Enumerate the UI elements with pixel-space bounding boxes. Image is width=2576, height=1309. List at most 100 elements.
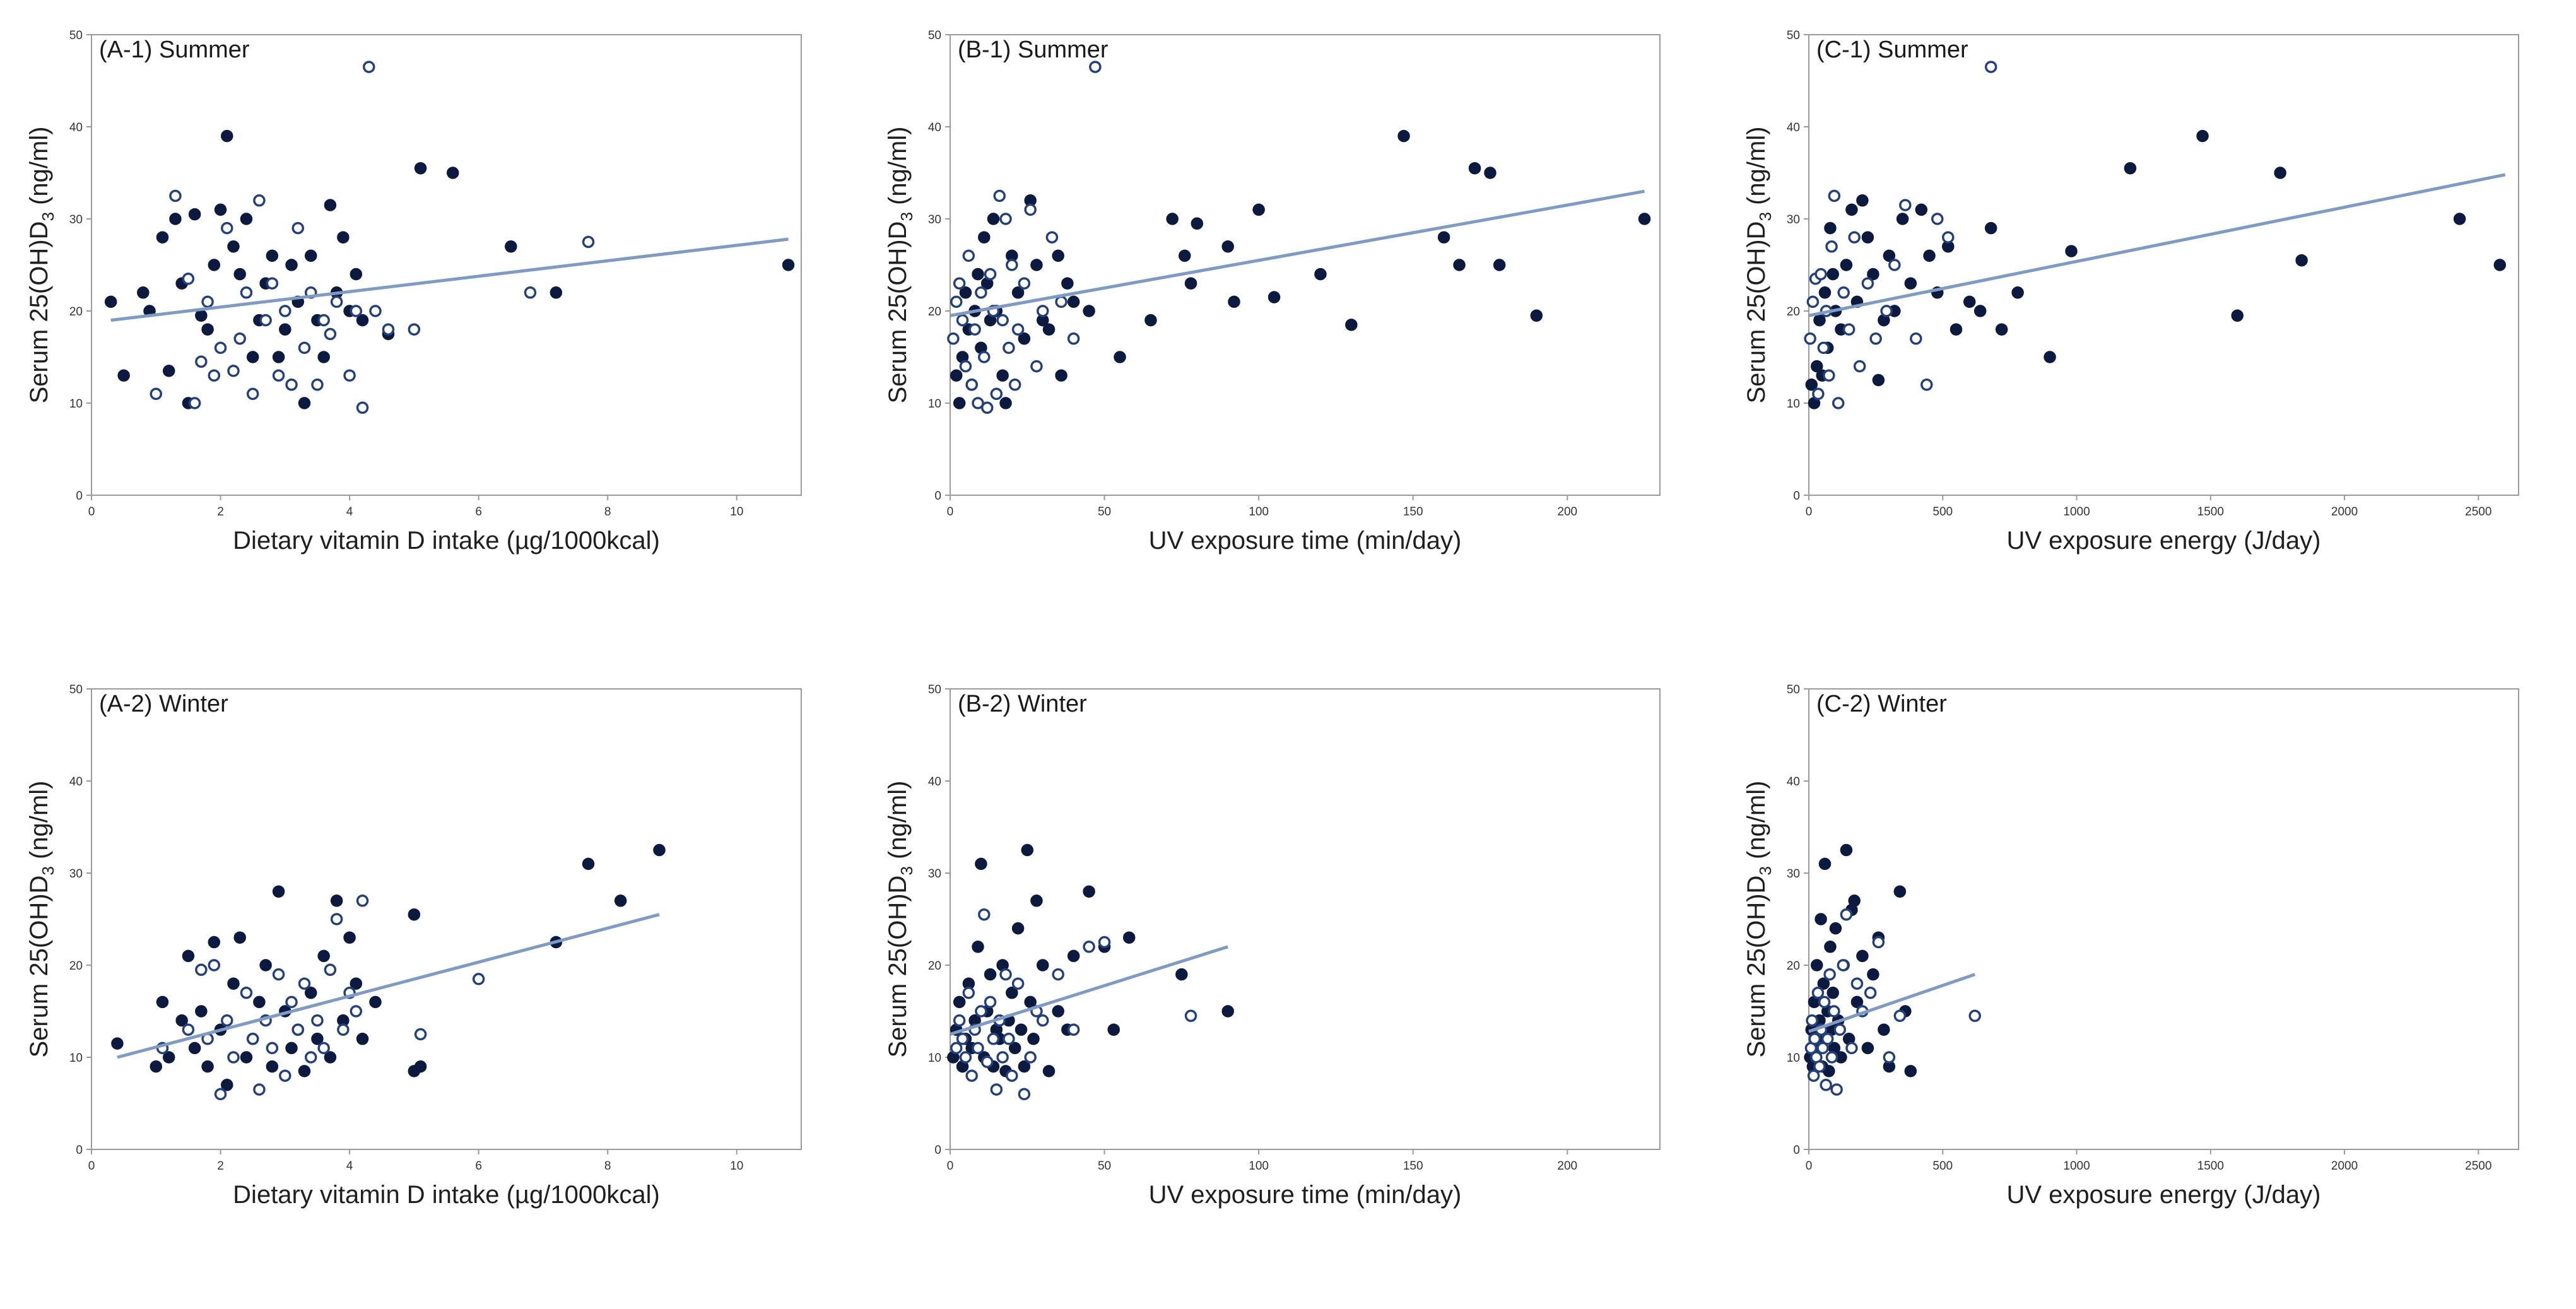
x-tick-label: 500 (1932, 505, 1953, 519)
data-point-hollow (965, 379, 978, 391)
data-point-filled (266, 249, 279, 262)
data-point-filled (1018, 1060, 1031, 1073)
data-point-hollow (1942, 231, 1955, 244)
panel-b2-winter: 0 10 20 30 40 50 0 50 100 150 200 (B-2) Winter UV ex… (859, 654, 1717, 1308)
data-point-filled (350, 977, 363, 990)
data-point-hollow (227, 1051, 240, 1064)
data-point-filled (1950, 323, 1963, 336)
y-axis-label-subscript: 3 (1756, 212, 1775, 221)
data-point-hollow (356, 401, 369, 414)
data-point-hollow (947, 332, 960, 345)
data-point-hollow (1869, 332, 1882, 345)
data-point-filled (1963, 295, 1976, 308)
x-tick-label: 150 (1403, 1159, 1423, 1173)
data-point-hollow (1817, 341, 1830, 355)
data-point-filled (1067, 949, 1080, 963)
data-point-hollow (285, 379, 298, 391)
data-point-hollow (978, 908, 991, 921)
x-axis-label: UV exposure energy (J/day) (2006, 527, 2320, 555)
data-point-filled (1055, 369, 1067, 382)
data-point-hollow (259, 314, 272, 327)
scatter-chart-b1: 0 10 20 30 40 50 0 50 100 150 200 (B-1) Summer UV ex… (884, 29, 1661, 555)
data-point-filled (1995, 323, 2008, 336)
data-point-hollow (188, 397, 201, 409)
data-point-hollow (1811, 987, 1825, 999)
data-point-hollow (1848, 231, 1861, 244)
data-point-filled (972, 941, 984, 953)
data-point-filled (1061, 277, 1074, 290)
panel-title: (A-1) Summer (99, 37, 250, 63)
data-point-hollow (350, 1005, 363, 1018)
x-tick-label: 0 (1806, 1159, 1813, 1173)
x-tick-label: 8 (604, 1159, 611, 1173)
data-point-hollow (240, 987, 253, 999)
x-tick-label: 1000 (2063, 505, 2090, 519)
regression-line (110, 237, 789, 322)
data-point-hollow (1888, 259, 1901, 271)
data-point-hollow (182, 1023, 195, 1036)
data-point-filled (208, 936, 221, 949)
x-tick-label: 0 (88, 505, 95, 519)
data-point-filled (1867, 968, 1879, 981)
data-point-filled (1872, 373, 1885, 387)
data-point-hollow (233, 332, 246, 345)
data-point-hollow (214, 341, 227, 355)
data-point-filled (1848, 895, 1861, 907)
data-point-filled (317, 351, 330, 363)
data-point-hollow (1883, 1051, 1896, 1064)
data-point-hollow (984, 267, 997, 281)
y-axis-label-main: Serum 25(OH)D (25, 221, 53, 404)
data-point-filled (1814, 913, 1827, 925)
y-tick-label: 10 (1787, 397, 1800, 411)
regression-line (117, 913, 660, 1059)
data-point-filled (279, 323, 291, 336)
data-point-hollow (343, 369, 356, 382)
data-point-filled (201, 1060, 214, 1073)
y-axis-label: Serum 25(OH)D3 (ng/ml) (884, 781, 916, 1058)
data-point-filled (272, 885, 285, 898)
data-point-filled (1228, 295, 1240, 308)
data-point-filled (182, 949, 195, 963)
y-axis-label: Serum 25(OH)D3 (ng/ml) (1743, 127, 1775, 404)
data-point-filled (1221, 1005, 1234, 1018)
data-point-hollow (324, 327, 337, 341)
data-point-filled (285, 1042, 298, 1055)
x-tick-label: 100 (1249, 505, 1269, 519)
y-axis-label-main: Serum 25(OH)D (1743, 221, 1770, 404)
data-point-hollow (291, 1023, 305, 1036)
x-tick-label: 6 (475, 1159, 482, 1173)
data-point-filled (1345, 319, 1358, 331)
y-axis-label-unit: (ng/ml) (25, 127, 53, 213)
data-point-filled (169, 213, 182, 225)
data-point-hollow (408, 323, 421, 336)
x-tick-label: 50 (1098, 1159, 1111, 1173)
data-point-filled (614, 895, 627, 907)
data-point-hollow (1845, 1042, 1858, 1055)
regression-line (1808, 973, 1976, 1033)
x-tick-label: 0 (947, 505, 954, 519)
y-tick-label: 50 (928, 29, 941, 42)
data-point-hollow (272, 968, 285, 981)
data-point-filled (1904, 277, 1917, 290)
data-point-hollow (150, 387, 163, 401)
data-point-filled (337, 231, 350, 244)
panel-b1-summer: 0 10 20 30 40 50 0 50 100 150 200 (B-1) Summer UV ex… (859, 0, 1717, 654)
data-point-filled (999, 397, 1012, 409)
data-point-hollow (953, 1014, 966, 1027)
data-point-filled (1144, 314, 1157, 327)
y-tick-label: 30 (928, 867, 941, 881)
data-point-hollow (990, 387, 1003, 401)
y-tick-label: 50 (69, 29, 83, 42)
panel-title: (A-2) Winter (99, 691, 228, 717)
data-point-filled (104, 295, 117, 308)
data-point-filled (582, 857, 595, 871)
data-point-hollow (1008, 379, 1021, 391)
panel-a2-winter: 0 10 20 30 40 50 0 2 4 6 8 10 (A-2) Winter Dietary vi… (0, 654, 859, 1308)
data-point-filled (1184, 277, 1197, 290)
data-point-hollow (1833, 1023, 1846, 1036)
data-point-filled (233, 267, 246, 281)
y-axis-label-unit: (ng/ml) (884, 781, 912, 867)
y-axis-label-main: Serum 25(OH)D (1743, 876, 1770, 1058)
data-point-hollow (1184, 1009, 1197, 1023)
data-point-hollow (996, 314, 1009, 327)
